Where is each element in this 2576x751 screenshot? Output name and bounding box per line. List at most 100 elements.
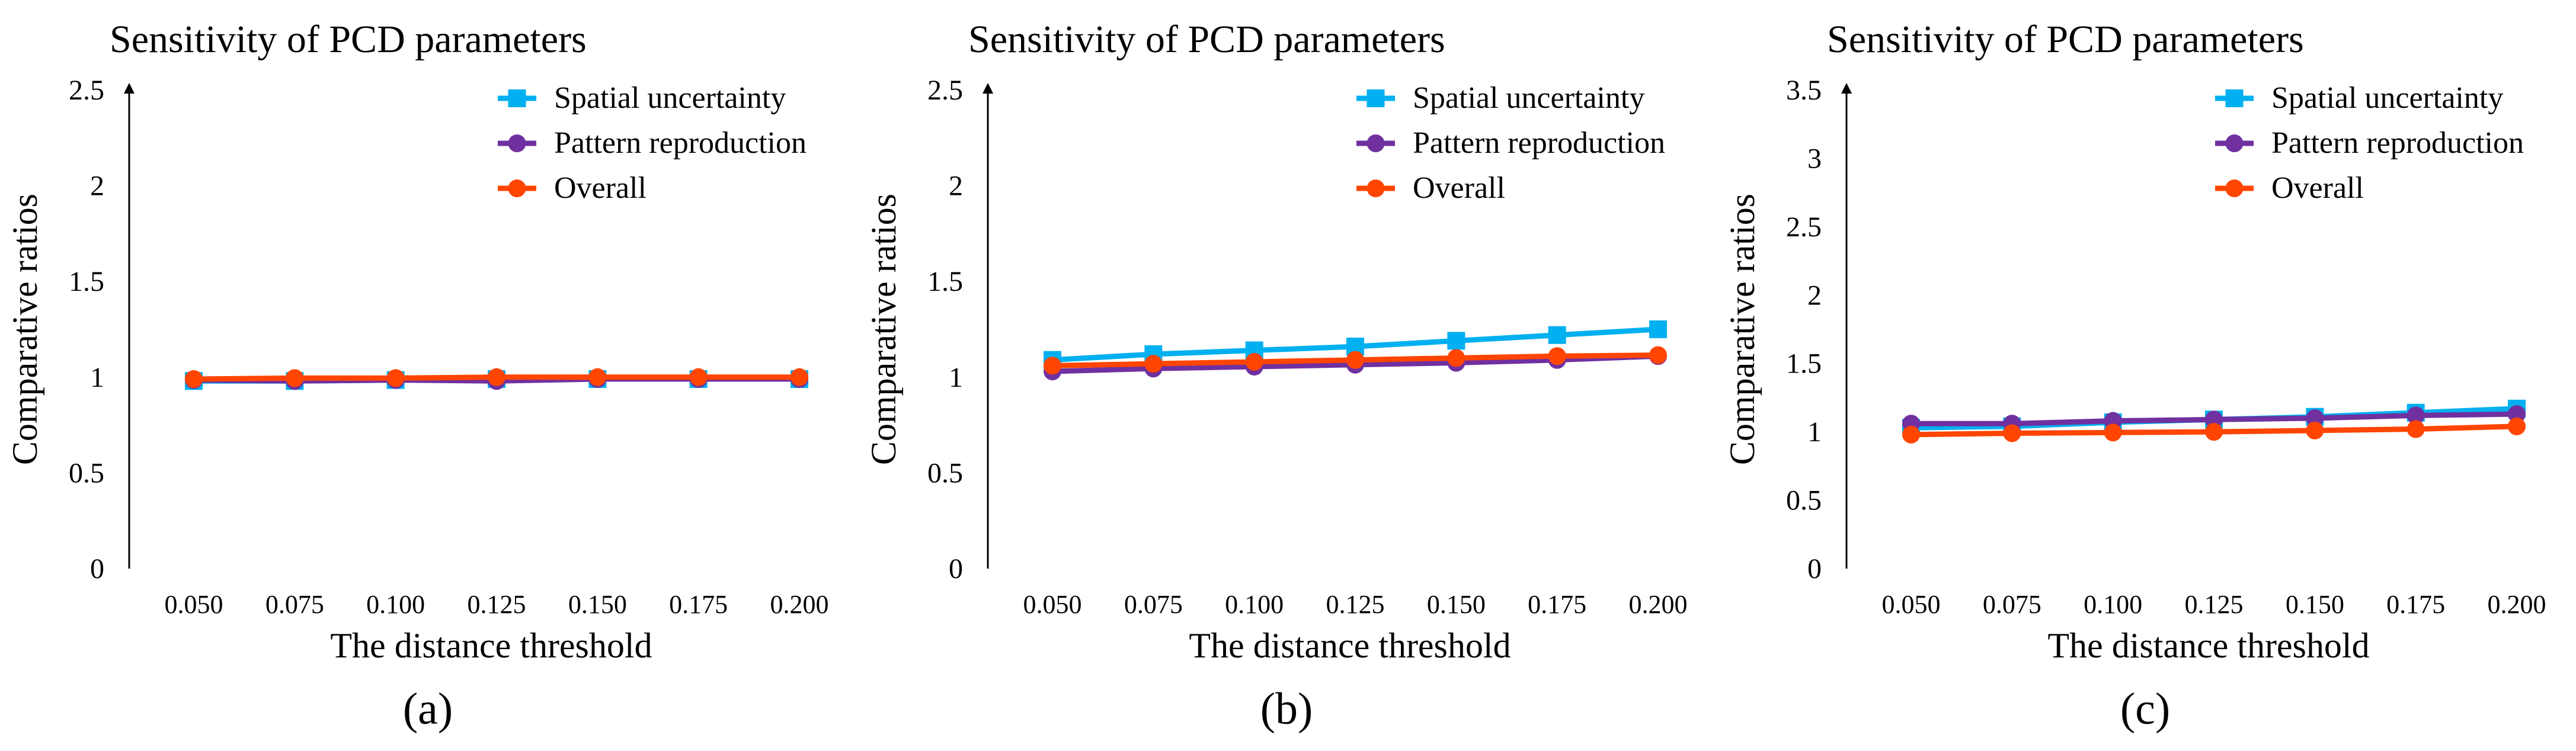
data-point — [185, 370, 203, 389]
x-tick-label: 0.175 — [1528, 590, 1586, 619]
legend-item-overall: Overall — [1356, 171, 1505, 205]
data-point — [1144, 355, 1163, 373]
legend-label: Overall — [1413, 171, 1505, 205]
legend-circle-marker-icon — [2225, 179, 2244, 197]
x-tick-label: 0.125 — [468, 590, 526, 619]
data-point — [1902, 425, 1920, 444]
legend-circle-marker-icon — [508, 179, 526, 197]
x-tick-label: 0.100 — [1225, 590, 1284, 619]
x-tick-label: 0.175 — [669, 590, 728, 619]
legend-circle-marker-icon — [2225, 134, 2244, 152]
legend-label: Pattern reproduction — [1413, 126, 1665, 160]
legend-item-pattern: Pattern reproduction — [1356, 126, 1665, 160]
data-point — [791, 368, 808, 386]
y-tick-label: 0 — [90, 553, 104, 585]
data-point — [2407, 420, 2425, 438]
x-tick-label: 0.125 — [1326, 590, 1385, 619]
legend-item-overall: Overall — [498, 171, 647, 205]
chart-title: Sensitivity of PCD parameters — [968, 18, 1445, 61]
chart-title: Sensitivity of PCD parameters — [1827, 18, 2304, 61]
x-tick-label: 0.050 — [165, 590, 223, 619]
x-tick-label: 0.100 — [2084, 590, 2142, 619]
data-point — [2205, 410, 2223, 429]
x-axis-label: The distance threshold — [330, 626, 652, 665]
data-point — [1447, 332, 1465, 350]
legend-label: Spatial uncertainty — [554, 81, 786, 115]
data-point — [1548, 326, 1566, 344]
y-tick-label: 1.5 — [69, 266, 104, 297]
y-tick-label: 3.5 — [1786, 75, 1822, 106]
legend-label: Spatial uncertainty — [1413, 81, 1644, 115]
data-point — [286, 369, 304, 387]
y-axis-label: Comparative ratios — [1723, 194, 1762, 465]
x-tick-label: 0.175 — [2386, 590, 2445, 619]
y-tick-label: 1 — [949, 362, 963, 393]
legend-item-pattern: Pattern reproduction — [2215, 126, 2524, 160]
data-point — [1245, 352, 1263, 371]
chart-title: Sensitivity of PCD parameters — [110, 18, 587, 61]
data-point — [2003, 424, 2021, 442]
legend-label: Spatial uncertainty — [2271, 81, 2503, 115]
data-point — [2508, 405, 2526, 423]
chart-panel-b: Sensitivity of PCD parameters 0 0.5 1 1.5 2 2.… — [859, 0, 1717, 751]
legend-item-spatial: Spatial uncertainty — [498, 81, 786, 115]
data-point — [2407, 406, 2425, 425]
x-tick-label: 0.200 — [1629, 590, 1688, 619]
series-overall-c — [1902, 417, 2526, 444]
y-tick-label: 3 — [1807, 143, 1822, 174]
x-tick-label: 0.050 — [1023, 590, 1082, 619]
data-point — [2205, 423, 2223, 441]
data-point — [588, 368, 607, 386]
y-axis-arrow-icon — [124, 83, 135, 94]
data-point — [1346, 351, 1364, 369]
y-axis-arrow-icon — [1841, 83, 1852, 94]
legend-circle-marker-icon — [1367, 134, 1385, 152]
panel-label: (b) — [1260, 684, 1313, 734]
x-axis-label: The distance threshold — [1189, 626, 1511, 665]
data-point — [2306, 421, 2324, 439]
data-point — [386, 369, 405, 387]
data-point — [1649, 320, 1667, 338]
legend-item-spatial: Spatial uncertainty — [1356, 81, 1644, 115]
panel-label: (a) — [403, 684, 453, 734]
x-tick-label: 0.100 — [366, 590, 425, 619]
chart-svg-c: Sensitivity of PCD parameters 0 0.5 1 1.5 2 2.… — [1723, 18, 2546, 734]
panel-label: (c) — [2120, 684, 2170, 734]
legend-label: Overall — [554, 171, 647, 205]
legend-circle-marker-icon — [1367, 179, 1385, 197]
data-point — [689, 368, 708, 386]
y-tick-label: 0 — [949, 553, 963, 585]
legend-square-marker-icon — [2225, 89, 2244, 107]
x-tick-label: 0.150 — [568, 590, 627, 619]
x-tick-label: 0.050 — [1882, 590, 1941, 619]
x-tick-label: 0.075 — [1124, 590, 1183, 619]
data-point — [2508, 417, 2526, 435]
y-tick-label: 0.5 — [1786, 485, 1822, 516]
y-tick-label: 2.5 — [69, 75, 104, 106]
x-tick-label: 0.150 — [1427, 590, 1486, 619]
y-axis-label: Comparative ratios — [5, 194, 44, 465]
y-tick-label: 0.5 — [927, 457, 963, 489]
data-point — [488, 368, 505, 386]
legend-square-marker-icon — [508, 89, 526, 107]
chart-panel-c: Sensitivity of PCD parameters 0 0.5 1 1.5 2 2.… — [1717, 0, 2576, 751]
y-tick-label: 2.5 — [1786, 211, 1822, 243]
data-point — [2104, 423, 2122, 442]
y-tick-label: 2 — [1807, 280, 1822, 311]
x-axis-label: The distance threshold — [2047, 626, 2369, 665]
legend-label: Overall — [2271, 171, 2364, 205]
y-tick-label: 1.5 — [1786, 348, 1822, 380]
legend-square-marker-icon — [1367, 89, 1385, 107]
y-axis-arrow-icon — [983, 83, 993, 94]
y-axis-label: Comparative ratios — [864, 194, 903, 465]
data-point — [1649, 346, 1667, 364]
x-tick-label: 0.075 — [265, 590, 324, 619]
x-tick-label: 0.150 — [2286, 590, 2344, 619]
series-overall-b — [1044, 346, 1667, 375]
legend-circle-marker-icon — [508, 134, 526, 152]
chart-svg-a: Sensitivity of PCD parameters 0 0.5 1 1.5 2 2.… — [5, 18, 829, 734]
legend-item-overall: Overall — [2215, 171, 2364, 205]
x-tick-label: 0.200 — [2488, 590, 2546, 619]
series-overall-a — [185, 368, 808, 389]
y-tick-label: 1.5 — [927, 266, 963, 297]
